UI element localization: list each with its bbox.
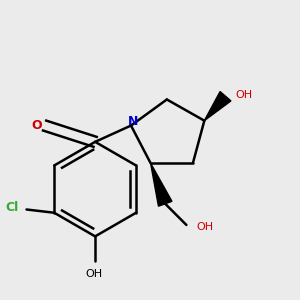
Text: OH: OH [235, 90, 252, 100]
Polygon shape [204, 92, 231, 121]
Text: OH: OH [85, 269, 102, 279]
Text: OH: OH [196, 222, 213, 232]
Text: O: O [31, 119, 42, 132]
Text: N: N [128, 115, 138, 128]
Text: Cl: Cl [5, 201, 18, 214]
Polygon shape [151, 163, 172, 206]
